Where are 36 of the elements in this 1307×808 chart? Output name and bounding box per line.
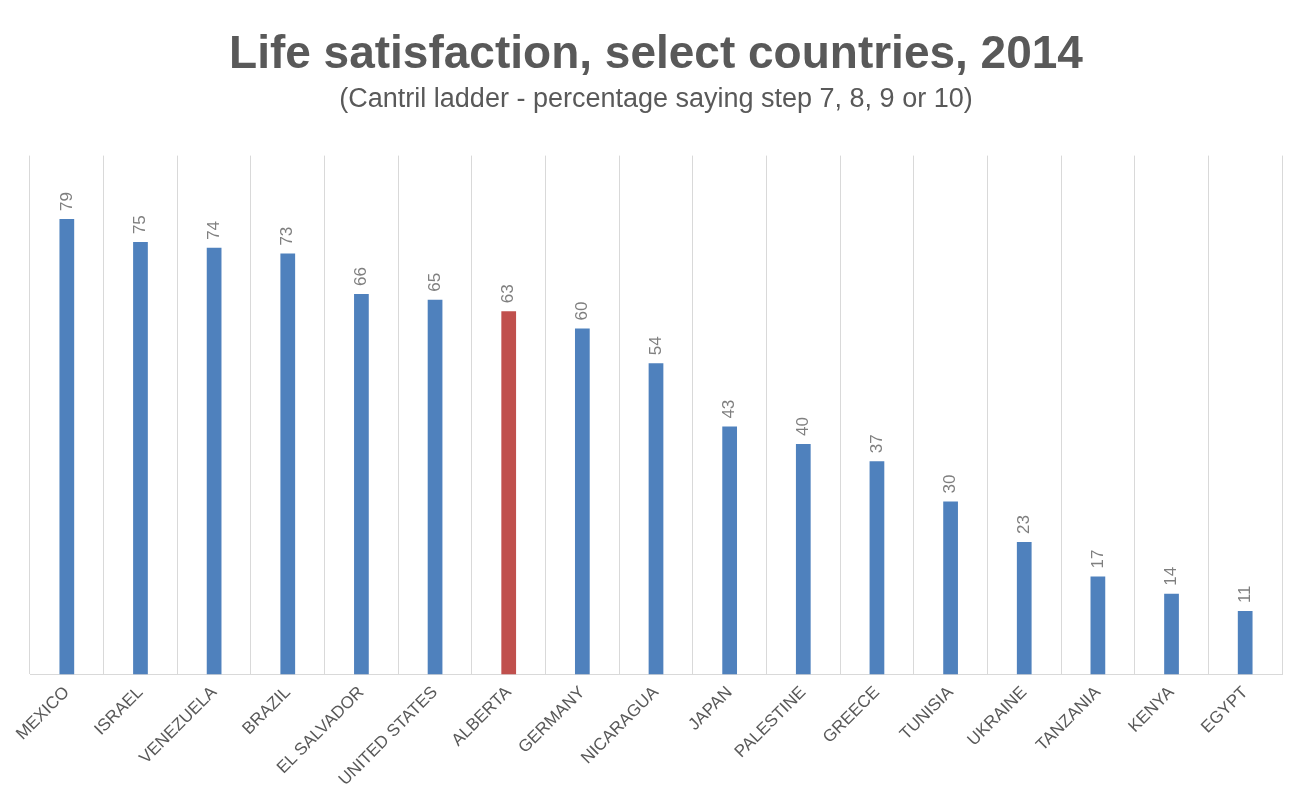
bar [722, 426, 738, 675]
bar [59, 219, 75, 675]
data-label: 40 [792, 416, 812, 436]
bar [795, 443, 811, 675]
data-label: 11 [1234, 585, 1254, 604]
data-label: 37 [866, 434, 886, 454]
bar [133, 242, 148, 675]
bar [869, 461, 885, 675]
bar [1090, 576, 1106, 675]
bar [1016, 541, 1032, 675]
data-label: 66 [351, 267, 371, 286]
data-label: 63 [498, 284, 518, 304]
data-label: 14 [1161, 566, 1181, 586]
bar [574, 328, 590, 675]
data-label: 75 [130, 215, 150, 235]
data-label: 30 [940, 474, 960, 494]
data-label: 73 [277, 226, 297, 246]
data-label: 65 [424, 272, 444, 292]
bar [280, 253, 296, 675]
data-label: 17 [1087, 549, 1107, 569]
data-label: 23 [1013, 514, 1033, 534]
bar [1237, 611, 1253, 675]
data-label: 60 [572, 301, 592, 321]
chart-title: Life satisfaction, select countries, 2014 [229, 26, 1084, 79]
data-label: 43 [719, 399, 739, 419]
bar [1164, 593, 1179, 675]
bar [206, 247, 222, 675]
data-label: 54 [645, 336, 665, 356]
chart-subtitle: (Cantril ladder - percentage saying step 7, 8, 9 or 10) [339, 82, 973, 113]
bar [354, 293, 369, 675]
bar [501, 311, 517, 675]
data-label: 79 [56, 192, 76, 212]
bar [648, 363, 664, 675]
bar [427, 299, 443, 675]
bar [943, 501, 958, 675]
data-label: 74 [203, 220, 223, 240]
